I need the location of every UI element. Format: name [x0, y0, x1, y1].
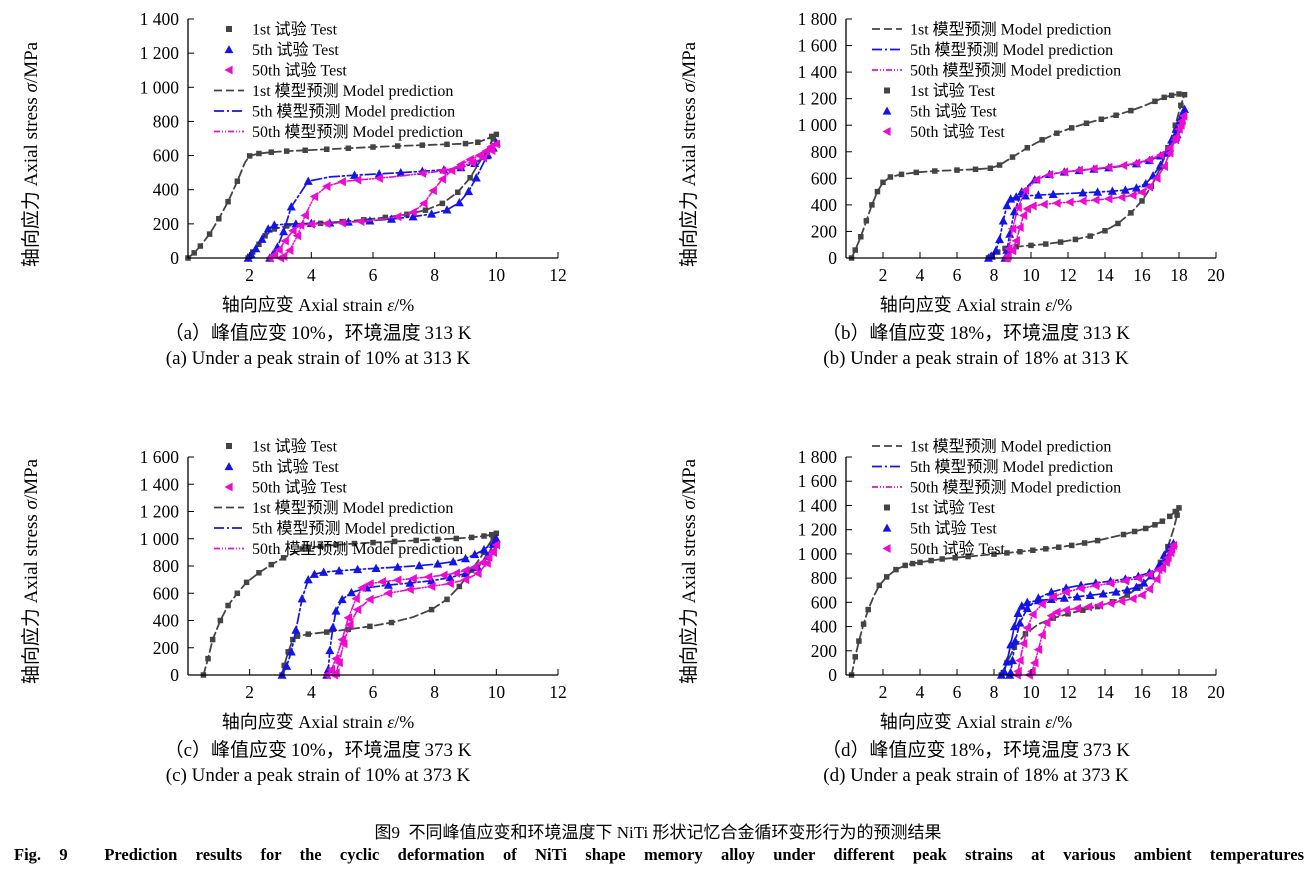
svg-text:50th 试验 Test: 50th 试验 Test [252, 62, 347, 80]
svg-text:1 400: 1 400 [140, 474, 180, 494]
svg-text:10: 10 [488, 265, 506, 285]
svg-text:10: 10 [1022, 682, 1040, 702]
svg-text:1st 试验 Test: 1st 试验 Test [910, 82, 996, 100]
svg-text:2: 2 [245, 682, 254, 702]
svg-text:8: 8 [990, 265, 999, 285]
svg-text:20: 20 [1207, 682, 1225, 702]
svg-text:200: 200 [153, 638, 180, 658]
svg-text:50th 模型预测 Model prediction: 50th 模型预测 Model prediction [252, 540, 463, 558]
svg-text:12: 12 [1059, 682, 1077, 702]
svg-text:400: 400 [153, 180, 180, 200]
svg-text:400: 400 [811, 195, 838, 215]
svg-text:12: 12 [549, 265, 567, 285]
svg-text:1 400: 1 400 [798, 62, 838, 82]
svg-text:0: 0 [828, 248, 837, 268]
svg-text:1st 试验 Test: 1st 试验 Test [252, 21, 338, 39]
svg-text:1 600: 1 600 [140, 447, 180, 467]
svg-text:0: 0 [828, 665, 837, 685]
svg-text:5th 试验 Test: 5th 试验 Test [910, 103, 997, 121]
svg-text:1st 试验 Test: 1st 试验 Test [252, 438, 338, 456]
svg-text:50th 试验 Test: 50th 试验 Test [910, 123, 1005, 141]
svg-text:1st 试验 Test: 1st 试验 Test [910, 499, 996, 517]
svg-text:1 000: 1 000 [140, 77, 180, 97]
svg-text:200: 200 [153, 214, 180, 234]
svg-text:5th 模型预测 Model prediction: 5th 模型预测 Model prediction [252, 103, 455, 121]
svg-text:4: 4 [916, 682, 925, 702]
svg-text:8: 8 [430, 265, 439, 285]
svg-text:8: 8 [990, 682, 999, 702]
svg-text:16: 16 [1133, 682, 1151, 702]
svg-text:10: 10 [488, 682, 506, 702]
svg-text:20: 20 [1207, 265, 1225, 285]
svg-text:1 200: 1 200 [798, 89, 838, 109]
svg-text:5th 模型预测 Model prediction: 5th 模型预测 Model prediction [252, 520, 455, 538]
svg-text:50th 试验 Test: 50th 试验 Test [252, 479, 347, 497]
svg-text:5th 模型预测 Model prediction: 5th 模型预测 Model prediction [910, 41, 1113, 59]
svg-text:1 800: 1 800 [798, 447, 838, 467]
svg-text:400: 400 [811, 617, 838, 637]
svg-text:800: 800 [811, 568, 838, 588]
svg-text:4: 4 [307, 265, 316, 285]
svg-text:5th 试验 Test: 5th 试验 Test [252, 41, 339, 59]
svg-text:12: 12 [1059, 265, 1077, 285]
svg-text:16: 16 [1133, 265, 1151, 285]
svg-text:12: 12 [549, 682, 567, 702]
svg-text:0: 0 [170, 665, 179, 685]
svg-text:4: 4 [916, 265, 925, 285]
svg-text:2: 2 [245, 265, 254, 285]
svg-text:600: 600 [811, 592, 838, 612]
svg-text:1 000: 1 000 [140, 529, 180, 549]
svg-text:600: 600 [811, 168, 838, 188]
svg-text:4: 4 [307, 682, 316, 702]
svg-text:1st 模型预测 Model prediction: 1st 模型预测 Model prediction [910, 438, 1111, 456]
svg-text:1 000: 1 000 [798, 544, 838, 564]
svg-text:0: 0 [170, 248, 179, 268]
svg-text:18: 18 [1170, 682, 1188, 702]
svg-text:800: 800 [153, 556, 180, 576]
svg-text:6: 6 [369, 682, 378, 702]
svg-text:800: 800 [153, 111, 180, 131]
svg-text:5th 模型预测 Model prediction: 5th 模型预测 Model prediction [910, 458, 1113, 476]
svg-text:18: 18 [1170, 265, 1188, 285]
svg-text:1 400: 1 400 [798, 495, 838, 515]
svg-text:200: 200 [811, 221, 838, 241]
svg-text:2: 2 [879, 265, 888, 285]
svg-text:14: 14 [1096, 265, 1114, 285]
svg-text:6: 6 [953, 682, 962, 702]
svg-text:5th 试验 Test: 5th 试验 Test [910, 520, 997, 538]
svg-text:8: 8 [430, 682, 439, 702]
svg-text:6: 6 [953, 265, 962, 285]
svg-text:50th 模型预测 Model prediction: 50th 模型预测 Model prediction [910, 62, 1121, 80]
svg-text:600: 600 [153, 146, 180, 166]
svg-text:1st 模型预测 Model prediction: 1st 模型预测 Model prediction [910, 21, 1111, 39]
svg-text:5th 试验 Test: 5th 试验 Test [252, 458, 339, 476]
svg-text:1 200: 1 200 [140, 502, 180, 522]
svg-text:200: 200 [811, 641, 838, 661]
svg-text:400: 400 [153, 611, 180, 631]
svg-text:50th 模型预测 Model prediction: 50th 模型预测 Model prediction [910, 479, 1121, 497]
svg-text:10: 10 [1022, 265, 1040, 285]
svg-text:1 400: 1 400 [140, 9, 180, 29]
svg-text:1 800: 1 800 [798, 9, 838, 29]
svg-text:600: 600 [153, 583, 180, 603]
svg-text:2: 2 [879, 682, 888, 702]
svg-text:800: 800 [811, 142, 838, 162]
svg-text:1st 模型预测 Model prediction: 1st 模型预测 Model prediction [252, 82, 453, 100]
svg-text:1st 模型预测 Model prediction: 1st 模型预测 Model prediction [252, 499, 453, 517]
svg-text:1 600: 1 600 [798, 36, 838, 56]
svg-text:1 200: 1 200 [798, 520, 838, 540]
svg-text:1 000: 1 000 [798, 115, 838, 135]
svg-text:14: 14 [1096, 682, 1114, 702]
svg-text:50th 模型预测 Model prediction: 50th 模型预测 Model prediction [252, 123, 463, 141]
svg-text:50th 试验 Test: 50th 试验 Test [910, 540, 1005, 558]
svg-text:1 600: 1 600 [798, 471, 838, 491]
svg-text:1 200: 1 200 [140, 43, 180, 63]
svg-text:6: 6 [369, 265, 378, 285]
